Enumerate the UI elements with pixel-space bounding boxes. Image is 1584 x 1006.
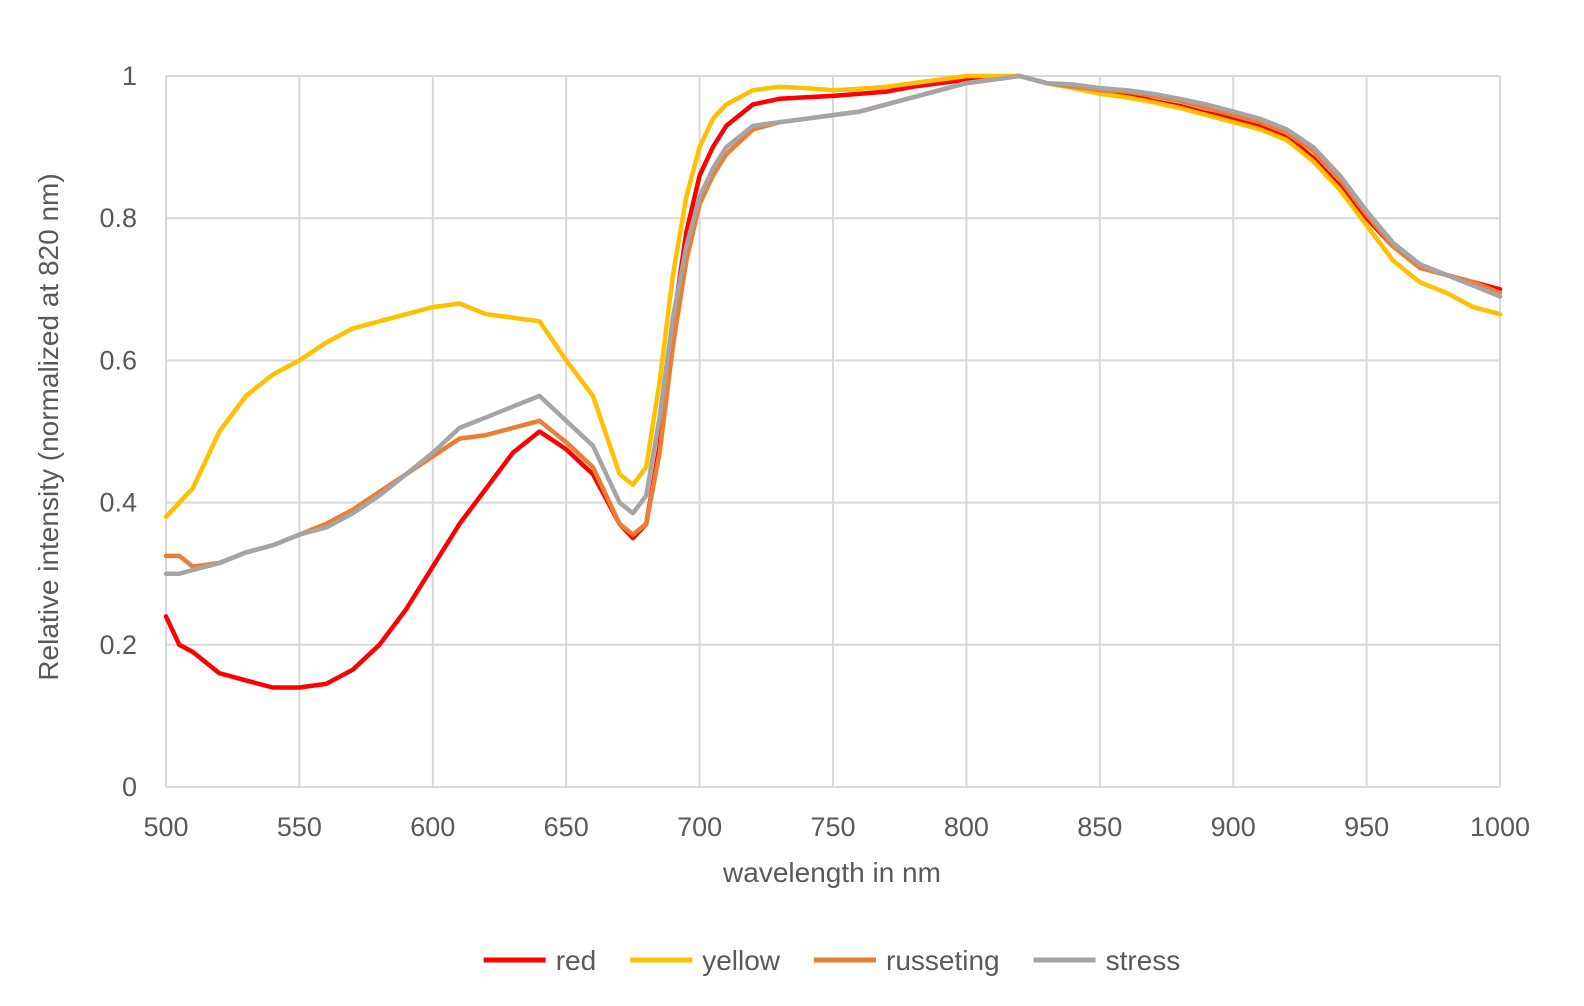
y-tick-label: 0.4 bbox=[99, 488, 137, 518]
x-tick-label: 850 bbox=[1077, 812, 1122, 842]
y-tick-label: 0.6 bbox=[99, 345, 137, 375]
legend: red yellow russeting stress bbox=[483, 945, 1181, 976]
y-tick-label: 0.2 bbox=[99, 630, 137, 660]
series-line-yellow bbox=[163, 73, 1503, 520]
x-axis-title: wavelength in nm bbox=[722, 857, 941, 888]
x-tick-label: 800 bbox=[944, 812, 989, 842]
y-tick-label: 1 bbox=[122, 61, 137, 91]
x-tick-label: 1000 bbox=[1470, 812, 1530, 842]
x-tick-label: 950 bbox=[1344, 812, 1389, 842]
y-tick-labels: 0 0.2 0.4 0.6 0.8 1 bbox=[99, 61, 137, 802]
x-tick-label: 500 bbox=[143, 812, 188, 842]
legend-item-yellow: yellow bbox=[630, 945, 781, 976]
grid bbox=[165, 75, 1501, 788]
x-tick-label: 750 bbox=[810, 812, 855, 842]
x-tick-label: 650 bbox=[544, 812, 589, 842]
x-tick-label: 600 bbox=[410, 812, 455, 842]
y-axis-title: Relative intensity (normalized at 820 nm… bbox=[33, 173, 64, 680]
y-tick-label: 0.8 bbox=[99, 203, 137, 233]
series-lines bbox=[163, 73, 1503, 690]
legend-label: russeting bbox=[886, 945, 1000, 976]
series-line-stress bbox=[163, 73, 1503, 576]
legend-item-stress: stress bbox=[1033, 945, 1181, 976]
series-line-red bbox=[163, 73, 1503, 690]
legend-item-russeting: russeting bbox=[814, 945, 1000, 976]
legend-item-red: red bbox=[483, 945, 596, 976]
x-tick-label: 900 bbox=[1211, 812, 1256, 842]
legend-label: yellow bbox=[702, 945, 781, 976]
x-tick-label: 550 bbox=[277, 812, 322, 842]
legend-label: red bbox=[556, 945, 596, 976]
y-tick-label: 0 bbox=[122, 772, 137, 802]
x-tick-label: 700 bbox=[677, 812, 722, 842]
legend-label: stress bbox=[1106, 945, 1181, 976]
x-tick-labels: 500 550 600 650 700 750 800 850 900 950 1000 bbox=[143, 812, 1530, 842]
